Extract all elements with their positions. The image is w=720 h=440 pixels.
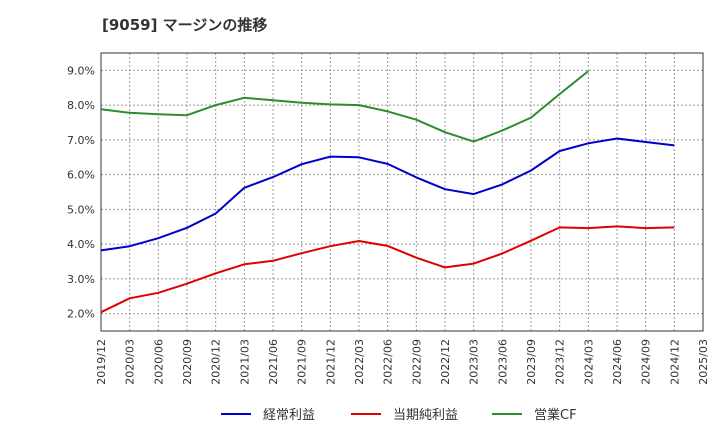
x-tick-label: 2020/03 xyxy=(124,339,137,385)
y-tick-label: 4.0% xyxy=(67,238,95,251)
series-line-2 xyxy=(100,225,675,314)
series-line-1 xyxy=(100,137,675,252)
x-tick-label: 2022/06 xyxy=(382,339,395,385)
x-tick-label: 2024/06 xyxy=(611,339,624,385)
x-tick-label: 2020/12 xyxy=(210,339,223,385)
x-tick-label: 2019/12 xyxy=(95,339,108,385)
x-tick-label: 2023/06 xyxy=(496,339,509,385)
plot-frame xyxy=(100,52,704,332)
x-tick-label: 2021/03 xyxy=(238,339,251,385)
x-tick-label: 2023/09 xyxy=(525,339,538,385)
series-line-3 xyxy=(100,70,589,143)
legend-label-3: 営業CF xyxy=(534,407,577,423)
x-tick-label: 2022/12 xyxy=(439,339,452,385)
x-tick-label: 2022/03 xyxy=(353,339,366,385)
x-tick-label: 2022/09 xyxy=(410,339,423,385)
legend-label-1: 経常利益 xyxy=(263,408,315,423)
y-tick-label: 2.0% xyxy=(67,308,95,321)
y-tick-label: 6.0% xyxy=(67,169,95,182)
x-tick-label: 2023/03 xyxy=(468,339,481,385)
x-tick-label: 2024/09 xyxy=(640,339,653,385)
legend-label-2: 当期純利益 xyxy=(393,408,458,423)
x-tick-label: 2024/12 xyxy=(668,339,681,385)
x-tick-label: 2023/12 xyxy=(554,339,567,385)
x-tick-label: 2021/09 xyxy=(296,339,309,385)
x-tick-label: 2020/06 xyxy=(152,339,165,385)
x-tick-label: 2021/06 xyxy=(267,339,280,385)
x-tick-label: 2024/03 xyxy=(582,339,595,385)
y-tick-label: 3.0% xyxy=(67,273,95,286)
x-tick-label: 2025/03 xyxy=(697,339,710,385)
y-tick-label: 5.0% xyxy=(67,203,95,216)
x-tick-label: 2020/09 xyxy=(181,339,194,385)
x-tick-label: 2021/12 xyxy=(324,339,337,385)
y-tick-label: 8.0% xyxy=(67,99,95,112)
plot-area xyxy=(101,53,703,331)
y-tick-label: 9.0% xyxy=(67,64,95,77)
y-tick-label: 7.0% xyxy=(67,134,95,147)
chart-title: [9059] マージンの推移 xyxy=(102,16,268,34)
